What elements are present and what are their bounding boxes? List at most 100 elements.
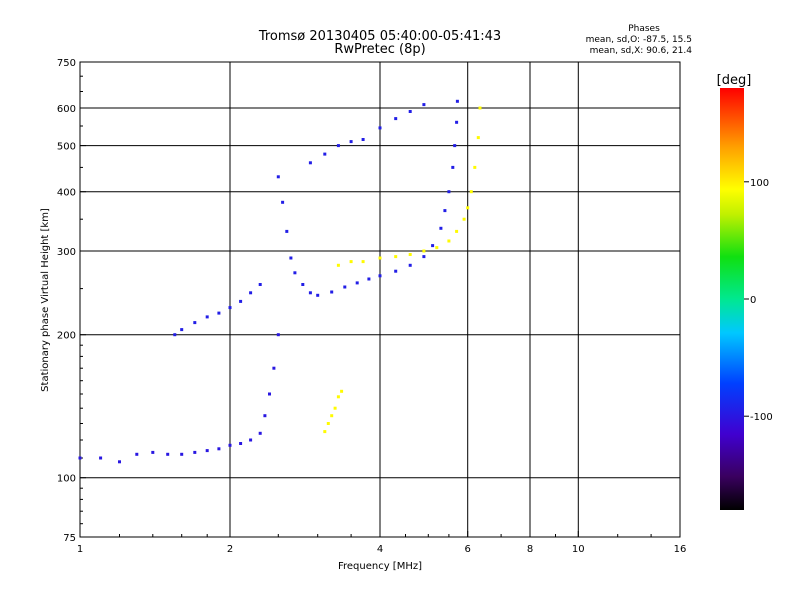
x-tick-label: 4: [377, 544, 383, 555]
data-point: [173, 333, 177, 337]
phase-stats-o: mean, sd,O: -87.5, 15.5: [586, 35, 692, 45]
data-point: [408, 110, 412, 113]
data-point: [239, 442, 243, 445]
axis-ticks: 1 2 4 6 8 10 16 75 100 200 300 400 500 600 750: [57, 58, 686, 555]
colorbar-tick-label: -100: [750, 412, 773, 423]
data-point: [281, 200, 285, 204]
data-point: [99, 456, 103, 460]
data-point: [336, 144, 340, 148]
data-point: [228, 306, 232, 310]
grid-lines: [80, 62, 680, 537]
y-tick-label: 200: [57, 331, 76, 342]
data-point: [78, 456, 82, 460]
data-point: [316, 293, 320, 297]
data-point: [193, 450, 197, 454]
data-point: [422, 249, 426, 253]
data-points: [78, 99, 482, 464]
data-point: [394, 117, 398, 121]
data-point: [394, 255, 398, 259]
data-point: [469, 190, 473, 194]
data-point: [378, 274, 382, 278]
data-point: [455, 120, 459, 124]
colorbar-tick-label: 0: [750, 295, 756, 306]
data-point: [249, 291, 253, 295]
x-tick-label: 8: [527, 544, 533, 555]
data-point: [462, 217, 466, 221]
data-point: [355, 281, 359, 285]
y-axis-label: Stationary phase Virtual Height [km]: [40, 208, 51, 392]
y-tick-label: 75: [63, 533, 76, 544]
data-point: [394, 269, 398, 273]
data-point: [308, 291, 312, 295]
data-point: [166, 452, 170, 456]
data-point: [323, 152, 327, 156]
data-point: [333, 406, 337, 410]
y-tick-label: 500: [57, 142, 76, 153]
data-point: [326, 422, 330, 425]
data-point: [447, 239, 451, 243]
data-point: [330, 290, 334, 294]
chart-title: Tromsø 20130405 05:40:00-05:41:43: [258, 29, 501, 44]
data-point: [349, 260, 353, 264]
data-point: [422, 103, 426, 107]
data-point: [258, 431, 262, 435]
data-point: [118, 460, 121, 464]
data-point: [340, 389, 344, 393]
data-point: [180, 328, 184, 332]
data-point: [217, 447, 221, 451]
data-point: [439, 226, 443, 230]
data-point: [193, 321, 197, 325]
data-point: [301, 283, 305, 286]
data-point: [180, 452, 184, 456]
data-point: [408, 253, 412, 256]
phase-stats-x: mean, sd,X: 90.6, 21.4: [590, 46, 693, 56]
colorbar: [720, 88, 744, 510]
data-point: [435, 246, 439, 250]
data-point: [431, 244, 435, 248]
data-point: [323, 430, 327, 434]
data-point: [455, 229, 459, 233]
data-point: [466, 206, 470, 210]
data-point: [473, 165, 477, 169]
x-tick-label: 1: [77, 544, 83, 555]
colorbar-ticks: 100 0 -100: [744, 178, 773, 423]
data-point: [336, 263, 340, 267]
y-tick-label: 750: [57, 58, 76, 69]
data-point: [263, 414, 267, 418]
y-tick-label: 300: [57, 247, 76, 258]
data-point: [422, 255, 426, 259]
colorbar-tick-label: 100: [750, 178, 769, 189]
data-point: [455, 99, 459, 103]
data-point: [285, 229, 289, 233]
data-point: [272, 366, 276, 370]
x-tick-label: 6: [465, 544, 471, 555]
data-point: [408, 263, 412, 267]
data-point: [343, 285, 347, 289]
data-point: [268, 392, 271, 396]
data-point: [258, 283, 262, 286]
chart-subtitle: RwPretec (8p): [334, 42, 425, 57]
colorbar-label: [deg]: [717, 73, 752, 88]
data-point: [361, 260, 365, 264]
data-point: [205, 315, 209, 319]
x-tick-label: 2: [227, 544, 233, 555]
data-point: [378, 126, 382, 130]
data-point: [276, 175, 280, 179]
data-point: [378, 256, 382, 260]
x-axis-label: Frequency [MHz]: [338, 561, 422, 572]
data-point: [151, 450, 155, 454]
data-point: [249, 438, 253, 442]
data-point: [453, 144, 457, 148]
data-point: [228, 443, 232, 447]
data-point: [447, 190, 451, 194]
data-point: [478, 106, 482, 110]
data-point: [451, 165, 455, 169]
data-point: [361, 138, 365, 141]
data-point: [330, 414, 334, 418]
data-point: [276, 333, 280, 337]
data-point: [349, 140, 353, 144]
y-tick-label: 400: [57, 188, 76, 199]
data-point: [289, 256, 293, 260]
data-point: [217, 311, 221, 315]
